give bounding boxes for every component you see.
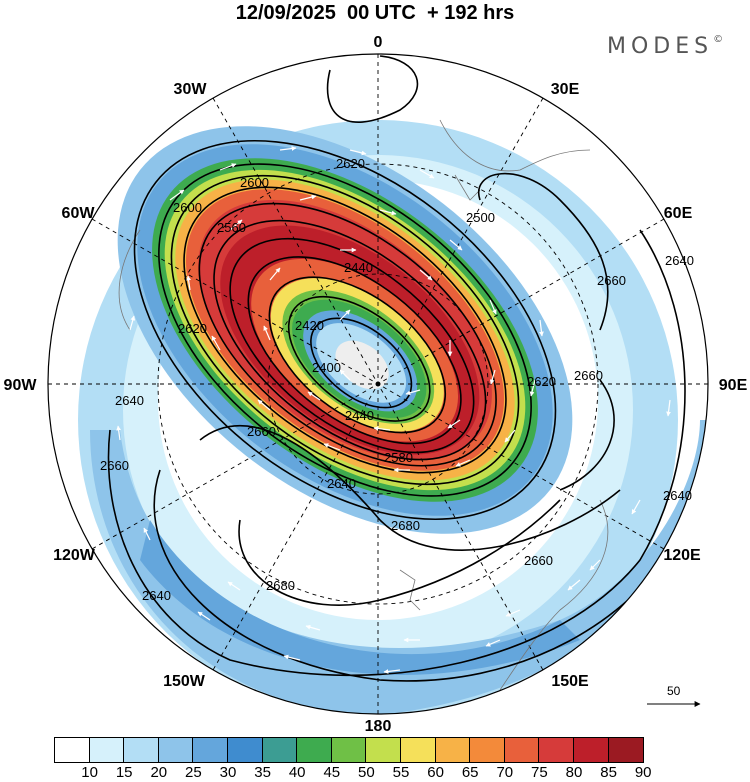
contour-label: 2640 bbox=[663, 488, 692, 503]
contour-label-group: 2620 2600 2600 2560 2500 2440 2420 2400 … bbox=[100, 156, 694, 603]
colorbar-tick-label: 85 bbox=[600, 764, 617, 781]
colorbar-tick-label: 80 bbox=[565, 764, 583, 781]
colorbar-tick-label: 35 bbox=[254, 764, 271, 781]
colorbar-tick-label: 40 bbox=[288, 764, 306, 781]
colorbar-swatch bbox=[297, 738, 332, 762]
contour-label: 2660 bbox=[574, 368, 603, 383]
contour-label: 2560 bbox=[217, 220, 246, 235]
brand-logo: MODES© bbox=[607, 34, 723, 59]
colorbar-tick-label: 55 bbox=[392, 764, 410, 781]
lon-label-90w: 90W bbox=[3, 377, 37, 394]
contour-label: 2620 bbox=[178, 321, 207, 336]
colorbar-swatch bbox=[262, 738, 298, 762]
lon-label-60e: 60E bbox=[663, 205, 693, 222]
colorbar-swatch bbox=[539, 738, 574, 762]
lon-label-0: 0 bbox=[373, 34, 383, 51]
contour-label: 2640 bbox=[327, 476, 356, 491]
colorbar-tick-label: 25 bbox=[185, 764, 202, 781]
contour-label: 2660 bbox=[100, 458, 129, 473]
forecast-title: 12/09/2025 00 UTC + 192 hrs bbox=[235, 2, 515, 24]
colorbar-swatch bbox=[158, 738, 194, 762]
contour-label: 2440 bbox=[345, 408, 374, 423]
contour-label: 2640 bbox=[115, 393, 144, 408]
wind-speed-shading bbox=[48, 54, 708, 714]
contour-label: 2400 bbox=[312, 360, 341, 375]
colorbar-swatch bbox=[608, 738, 644, 762]
colorbar-swatch bbox=[573, 738, 609, 762]
contour-label: 2660 bbox=[597, 273, 626, 288]
contour-label: 2640 bbox=[665, 253, 694, 268]
colorbar-tick-label: 50 bbox=[358, 764, 375, 781]
lon-label-120w: 120W bbox=[53, 547, 95, 564]
colorbar-swatch bbox=[193, 738, 228, 762]
colorbar-swatch bbox=[55, 738, 90, 762]
copyright-mark: © bbox=[713, 34, 724, 45]
lon-label-150e: 150E bbox=[551, 673, 589, 690]
colorbar-swatch bbox=[331, 738, 367, 762]
contour-label: 2580 bbox=[384, 450, 413, 465]
colorbar-swatch bbox=[504, 738, 540, 762]
colorbar-swatch bbox=[227, 738, 263, 762]
brand-name: MODES bbox=[607, 34, 714, 59]
contour-label: 2620 bbox=[336, 156, 365, 171]
contour-label: 2660 bbox=[524, 553, 553, 568]
colorbar-tick-label: 90 bbox=[634, 764, 652, 781]
colorbar-swatch bbox=[89, 738, 125, 762]
lon-label-60w: 60W bbox=[61, 205, 95, 222]
vector-reference-arrow bbox=[647, 701, 701, 707]
colorbar-tick-label: 15 bbox=[115, 764, 133, 781]
colorbar-swatch bbox=[400, 738, 436, 762]
colorbar-swatch bbox=[366, 738, 401, 762]
colorbar-swatch bbox=[435, 738, 471, 762]
contour-label: 2440 bbox=[344, 260, 373, 275]
lon-label-150w: 150W bbox=[163, 673, 205, 690]
contour-label: 2420 bbox=[295, 318, 324, 333]
lon-label-30e: 30E bbox=[550, 81, 580, 98]
colorbar-tick-label: 70 bbox=[496, 764, 514, 781]
contour-label: 2640 bbox=[142, 588, 171, 603]
colorbar-tick-label: 65 bbox=[461, 764, 479, 781]
lon-label-30w: 30W bbox=[173, 81, 207, 98]
lon-label-120e: 120E bbox=[663, 547, 701, 564]
colorbar-tick-label: 45 bbox=[323, 764, 341, 781]
colorbar-swatch bbox=[470, 738, 505, 762]
colorbar-tick-label: 60 bbox=[427, 764, 444, 781]
colorbar-ticks: 10 15 20 25 30 35 40 45 50 55 60 65 70 75 80 85 90 bbox=[0, 764, 750, 782]
contour-label: 2620 bbox=[527, 374, 556, 389]
lon-label-180: 180 bbox=[364, 718, 392, 735]
colorbar bbox=[54, 737, 645, 763]
map-boundary bbox=[47, 53, 709, 715]
colorbar-tick-label: 20 bbox=[150, 764, 168, 781]
colorbar-tick-label: 10 bbox=[81, 764, 98, 781]
contour-label: 2500 bbox=[466, 210, 495, 225]
contour-label: 2680 bbox=[391, 518, 420, 533]
colorbar-tick-label: 75 bbox=[531, 764, 548, 781]
colorbar-swatch bbox=[124, 738, 159, 762]
vector-reference-label: 50 bbox=[667, 684, 681, 698]
lon-label-90e: 90E bbox=[718, 377, 748, 394]
contour-label: 2680 bbox=[266, 578, 295, 593]
contour-label: 2600 bbox=[173, 200, 202, 215]
pole-dot bbox=[375, 381, 381, 387]
wind-vectors bbox=[116, 146, 671, 674]
contour-label: 2660 bbox=[247, 424, 276, 439]
colorbar-tick-label: 30 bbox=[219, 764, 237, 781]
contour-label: 2600 bbox=[240, 175, 269, 190]
